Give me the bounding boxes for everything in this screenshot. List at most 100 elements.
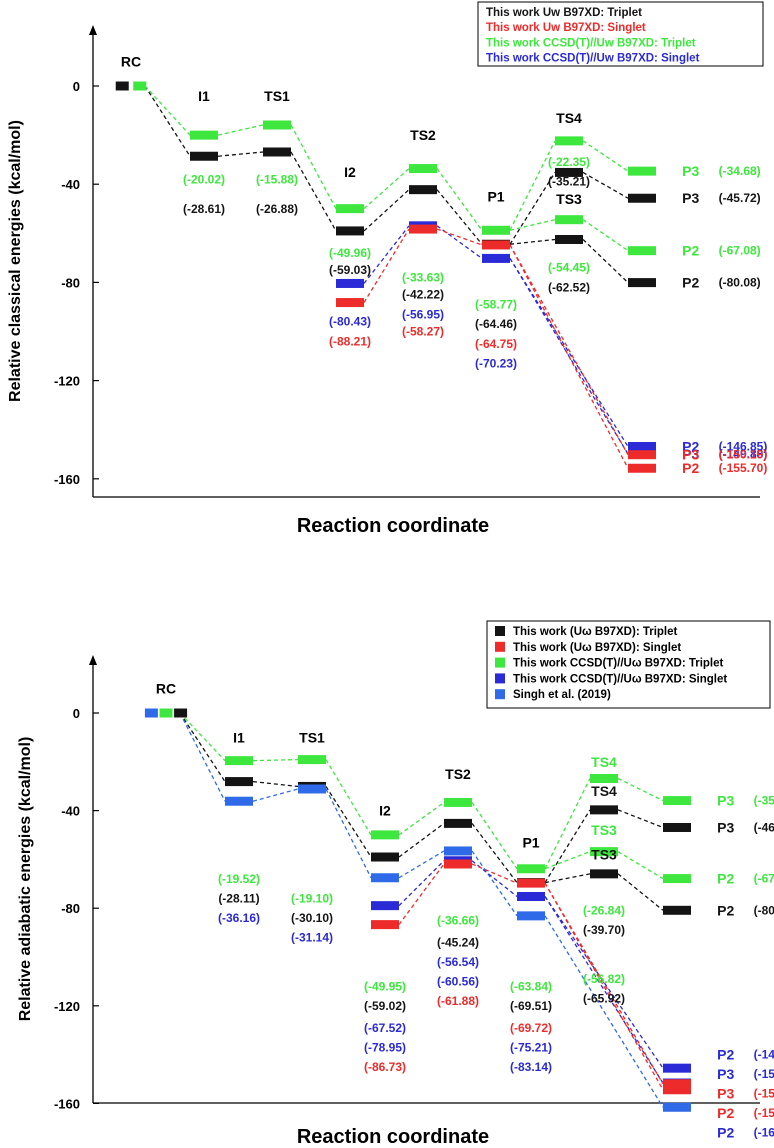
value-label: (-45.24): [437, 935, 479, 949]
energy-level-bar: [444, 846, 472, 856]
path-segment-blue2: [398, 850, 445, 879]
energy-level-bar: [628, 450, 656, 460]
value-label: (-80.43): [329, 315, 371, 329]
energy-level-bar: [628, 278, 656, 288]
y-axis-label: Relative adiabatic energies (kcal/mol): [17, 737, 34, 1022]
value-label: (-42.22): [402, 288, 444, 302]
y-tick-label: -160: [54, 472, 80, 487]
energy-level-bar: [517, 878, 545, 888]
value-label: (-22.35): [548, 155, 590, 169]
species-label: TS2: [445, 766, 471, 782]
energy-level-bar: [663, 1079, 691, 1089]
value-label: (-151.96): [754, 1087, 774, 1101]
value-label: (-39.70): [583, 923, 625, 937]
species-label: TS4: [556, 110, 582, 126]
value-label: (-59.02): [364, 999, 406, 1013]
energy-level-bar: [555, 136, 583, 146]
value-labels: (-20.02) (-28.61) (-15.88) (-26.88) (-49.96)…: [183, 155, 767, 475]
value-label: (-80.86): [754, 903, 774, 917]
energy-level-bar: [482, 253, 510, 263]
path-segment-blue2: [252, 788, 299, 802]
path-segment-green: [252, 758, 299, 762]
energy-level-bar: [190, 130, 218, 140]
value-label: (-75.21): [510, 1040, 552, 1054]
energy-level-bar: [336, 298, 364, 308]
value-label: (-49.95): [364, 979, 406, 993]
path-segment-blue2: [179, 712, 226, 802]
value-label: (-67.52): [364, 1021, 406, 1035]
path-segment-black: [290, 151, 337, 232]
path-segment-blue2: [544, 915, 664, 1108]
legend-label: This work CCSD(T)//Uw B97XD: Triplet: [486, 37, 696, 49]
species-label: P2: [717, 871, 734, 887]
path-segment-red: [436, 228, 483, 246]
value-label: (-151.65): [754, 1067, 774, 1081]
energy-level-bar: [409, 185, 437, 195]
energy-level-bar: [663, 1102, 691, 1112]
species-label: I2: [379, 803, 391, 819]
axes: 0 -40 -80 -120 -160 Relative classical energi…: [7, 25, 760, 537]
path-segment-green: [471, 802, 518, 870]
path-segment-black: [509, 238, 556, 245]
energy-level-bar: [409, 164, 437, 174]
y-tick-label: -120: [54, 374, 80, 389]
energy-level-bar: [144, 708, 158, 718]
energy-level-bar: [482, 225, 510, 235]
value-label: (-35.21): [548, 175, 590, 189]
energy-level-bar: [174, 708, 188, 718]
legend-label: This work (Uω B97XD): Triplet: [513, 626, 678, 638]
y-tick-label: 0: [73, 706, 80, 721]
value-label: (-145.56): [754, 1048, 774, 1062]
path-segment-black: [617, 809, 664, 829]
y-tick-label: -40: [61, 177, 80, 192]
legend-swatch: [495, 657, 505, 668]
species-label: TS4: [591, 783, 617, 799]
energy-level-bar: [298, 784, 326, 794]
path-segment-red: [398, 863, 445, 926]
value-label: (-59.03): [329, 263, 371, 277]
value-label: (-69.51): [510, 999, 552, 1013]
energy-level-bar: [225, 796, 253, 806]
path-segment-green: [582, 140, 629, 172]
value-label: (-34.68): [719, 164, 761, 178]
value-label: (-26.84): [583, 904, 625, 918]
energy-level-bar: [371, 830, 399, 840]
species-label: TS2: [410, 127, 436, 143]
x-axis-label: Reaction coordinate: [297, 515, 489, 537]
legend-label: This work (Uω B97XD): Singlet: [513, 642, 681, 654]
energy-level-bar: [371, 901, 399, 911]
path-segment-green: [544, 851, 591, 870]
value-label: (-155.70): [719, 461, 768, 475]
path-segment-black: [544, 809, 591, 883]
y-tick-label: -40: [61, 804, 80, 819]
energy-level-bar: [628, 246, 656, 256]
value-label: (-49.96): [329, 246, 371, 260]
path-segment-black: [471, 822, 518, 883]
value-label: (-36.16): [218, 911, 260, 925]
legend-label: This work CCSD(T)//Uw B97XD: Singlet: [486, 53, 700, 65]
species-label: TS1: [264, 88, 290, 104]
species-label: RC: [156, 681, 176, 697]
value-label: (-62.52): [548, 280, 590, 294]
energy-level-bar: [663, 1085, 691, 1095]
value-label: (-146.85): [719, 440, 768, 454]
path-segment-blue2: [471, 850, 518, 917]
species-label: P2: [717, 902, 734, 918]
value-label: (-60.56): [437, 974, 479, 988]
legend: This work (Uω B97XD): Triplet This work (…: [486, 620, 771, 709]
path-segment-black: [436, 189, 483, 245]
value-label: (-64.46): [475, 317, 517, 331]
species-label: RC: [121, 53, 141, 69]
value-label: (-58.27): [402, 325, 444, 339]
species-label: P3: [717, 793, 734, 809]
species-label: I1: [198, 88, 210, 104]
energy-level-bar: [159, 708, 173, 718]
path-segment-green: [509, 140, 556, 231]
value-label: (-58.77): [475, 297, 517, 311]
path-segment-black: [217, 151, 264, 157]
energy-level-bar: [555, 167, 583, 177]
energy-level-bar: [336, 226, 364, 236]
path-segment-red: [509, 244, 629, 469]
path-segment-black: [398, 822, 445, 858]
species-label: P3: [682, 447, 699, 463]
